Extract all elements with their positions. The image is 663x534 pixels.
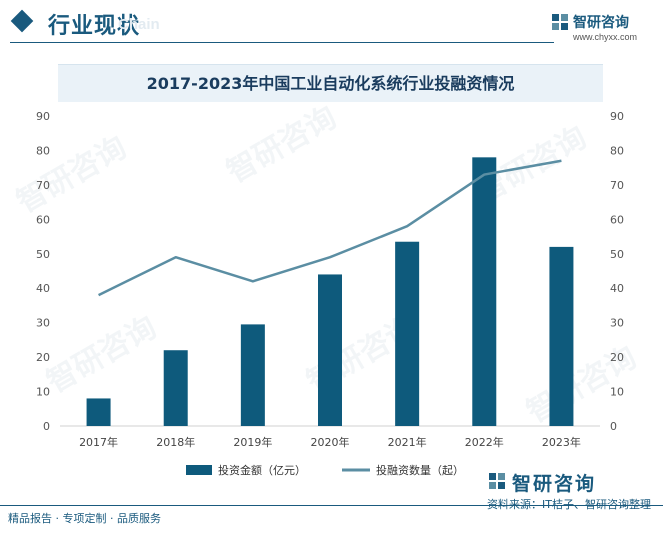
bar <box>86 398 111 426</box>
y-tick-label-right: 60 <box>610 213 624 226</box>
y-tick-label-left: 10 <box>36 386 50 399</box>
y-tick-label-left: 40 <box>36 282 50 295</box>
footer-divider <box>0 505 663 506</box>
legend-label-line: 投融资数量（起） <box>376 463 464 477</box>
y-tick-label-left: 70 <box>36 179 50 192</box>
brand-logo[interactable]: 智研咨询 www.chyxx.com <box>551 10 651 46</box>
x-tick-label: 2023年 <box>542 435 581 449</box>
brand-name: 智研咨询 <box>573 15 629 31</box>
legend-swatch-bar <box>186 465 212 475</box>
y-tick-label-right: 40 <box>610 282 624 295</box>
y-tick-label-left: 90 <box>36 110 50 123</box>
x-tick-label: 2017年 <box>79 435 118 449</box>
x-tick-label: 2019年 <box>233 435 272 449</box>
zhiyan-logo-icon <box>552 14 568 30</box>
chart-title-bar: 2017-2023年中国工业自动化系统行业投融资情况 <box>58 64 603 102</box>
bar <box>549 246 574 426</box>
chart-title: 2017-2023年中国工业自动化系统行业投融资情况 <box>146 74 515 93</box>
legend-label-bar: 投资金额（亿元） <box>218 463 306 477</box>
footer-brand: 智研咨询 <box>488 470 658 495</box>
y-tick-label-right: 0 <box>610 420 617 433</box>
data-source: 资料来源：IT桔子、智研咨询整理 <box>487 498 651 511</box>
bar <box>240 324 265 426</box>
y-tick-label-left: 80 <box>36 144 50 157</box>
y-tick-label-right: 10 <box>610 386 624 399</box>
x-tick-label: 2018年 <box>156 435 195 449</box>
y-tick-label-right: 80 <box>610 144 624 157</box>
header-ghost-text: Chain <box>118 16 160 33</box>
bar <box>395 241 420 426</box>
y-tick-label-right: 20 <box>610 351 624 364</box>
brand-url: www.chyxx.com <box>573 32 638 42</box>
footer-tagline: 精品报告 · 专项定制 · 品质服务 <box>8 512 161 525</box>
zhiyan-logo-icon <box>489 473 505 489</box>
y-tick-label-left: 60 <box>36 213 50 226</box>
bar <box>163 350 188 426</box>
x-tick-label: 2021年 <box>388 435 427 449</box>
x-tick-label: 2020年 <box>311 435 350 449</box>
footer-brand-name: 智研咨询 <box>512 473 597 495</box>
x-tick-label: 2022年 <box>465 435 504 449</box>
y-tick-label-left: 20 <box>36 351 50 364</box>
y-tick-label-left: 0 <box>43 420 50 433</box>
header: 行业现状 Chain <box>0 0 663 46</box>
y-tick-label-left: 50 <box>36 248 50 261</box>
series-line <box>98 159 562 297</box>
header-divider <box>10 42 554 43</box>
y-tick-label-right: 70 <box>610 179 624 192</box>
section-title: 行业现状 <box>48 14 141 39</box>
y-tick-label-right: 90 <box>610 110 624 123</box>
bar <box>318 274 342 426</box>
y-tick-label-left: 30 <box>36 317 50 330</box>
bar <box>472 157 497 427</box>
y-tick-label-right: 50 <box>610 248 624 261</box>
y-tick-label-right: 30 <box>610 317 624 330</box>
